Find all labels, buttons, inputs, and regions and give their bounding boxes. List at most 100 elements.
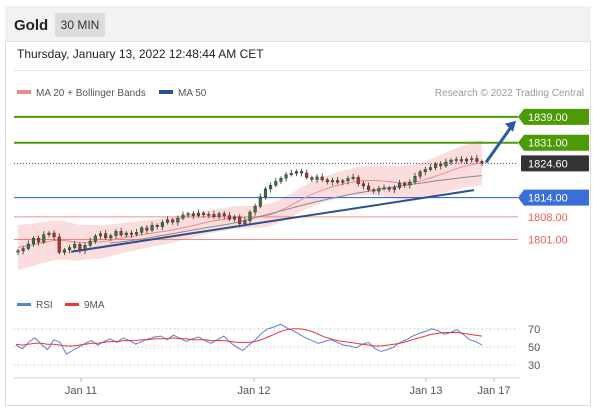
resistance-label-1: 1831.00	[528, 138, 568, 150]
candle-body	[150, 225, 154, 231]
candle-body	[42, 234, 46, 243]
candle-body	[104, 233, 108, 239]
candle-body	[26, 243, 30, 249]
ma50-legend-label: MA 50	[178, 88, 207, 99]
candle-body	[310, 177, 314, 180]
candle-body	[114, 231, 118, 236]
rsi-tick-30: 30	[528, 360, 540, 372]
candle-body	[284, 174, 288, 179]
ma20-legend-swatch	[17, 90, 31, 94]
candle-body	[459, 159, 463, 162]
candle-body	[47, 232, 51, 235]
candle-body	[449, 159, 453, 163]
candle-body	[470, 158, 474, 160]
candle-body	[202, 212, 206, 215]
time-tick-label-0: Jan 11	[65, 385, 97, 397]
ma50-legend-swatch	[159, 90, 173, 94]
candle-body	[325, 179, 329, 183]
candle-body	[439, 163, 443, 167]
support-label-4: 1808.00	[528, 212, 568, 224]
candle-body	[176, 217, 180, 223]
instrument-title: Gold	[14, 17, 49, 34]
candle-body	[68, 247, 72, 251]
candle-body	[274, 181, 278, 186]
candle-body	[109, 235, 113, 239]
candle-body	[98, 233, 103, 237]
candle-body	[341, 180, 345, 183]
candle-body	[392, 187, 396, 190]
candle-body	[181, 214, 185, 219]
time-tick-label-1: Jan 12	[237, 385, 270, 397]
candle-body	[207, 214, 211, 216]
candle-body	[408, 181, 412, 186]
candle-body	[258, 196, 262, 207]
forecast-arrow-head	[505, 120, 516, 132]
candle-body	[212, 214, 216, 217]
candle-body	[444, 161, 448, 167]
candle-body	[300, 171, 304, 174]
candle-body	[336, 180, 340, 183]
ma9-legend-swatch	[65, 303, 79, 306]
candle-body	[248, 211, 252, 222]
rsi-layer: 70 50 30	[14, 323, 540, 372]
bollinger-band	[18, 140, 482, 271]
candle-body	[351, 176, 355, 179]
candle-body	[196, 212, 200, 216]
candle-body	[305, 172, 309, 178]
candle-body	[57, 236, 61, 253]
ma50-line	[109, 175, 483, 244]
header-divider	[14, 70, 589, 71]
candle-body	[330, 180, 335, 183]
candle-body	[464, 158, 469, 162]
candle-body	[243, 220, 247, 224]
candle-body	[222, 213, 226, 216]
candle-body	[346, 178, 350, 182]
candle-body	[294, 171, 298, 174]
rsi-legend-swatch	[17, 303, 31, 306]
candle-body	[62, 249, 66, 253]
rsi-ma-line	[15, 328, 483, 347]
price-layer: 1839.00 1831.00 1824.60 1814.00 1808.00 1801.…	[14, 108, 589, 271]
support-trendline	[71, 189, 475, 253]
rsi-tick-70: 70	[528, 324, 540, 336]
candle-body	[475, 158, 479, 162]
candle-body	[160, 222, 164, 227]
candle-body	[418, 171, 422, 177]
last-price-tag	[521, 155, 589, 172]
candle-body	[263, 188, 268, 198]
datetime-label: Thursday, January 13, 2022 12:48:44 AM C…	[17, 47, 264, 61]
candle-body	[413, 176, 417, 183]
research-credit: Research © 2022 Trading Central	[435, 88, 584, 99]
candle-body	[289, 173, 293, 175]
resistance-tag-0	[518, 108, 589, 125]
candle-body	[253, 206, 257, 213]
candle-body	[124, 232, 128, 236]
candle-body	[269, 185, 273, 190]
candle-body	[73, 244, 77, 248]
candle-body	[372, 189, 376, 192]
candle-body	[320, 176, 324, 181]
candle-body	[135, 232, 139, 235]
candle-body	[31, 237, 36, 245]
candle-body	[428, 167, 432, 170]
candle-body	[232, 216, 237, 220]
candle-body	[227, 215, 231, 220]
candle-body	[387, 187, 391, 190]
resistance-label-0: 1839.00	[528, 112, 568, 124]
candle-body	[279, 177, 283, 182]
timeframe-button[interactable]: 30 MIN	[55, 13, 105, 37]
resistance-tag-1	[518, 134, 589, 151]
candle-body	[403, 183, 407, 186]
candle-body	[315, 176, 319, 180]
time-tick-label-3: Jan 17	[477, 385, 510, 397]
candle-body	[434, 163, 438, 168]
time-axis: Jan 11 Jan 12 Jan 13 Jan 17	[65, 378, 511, 397]
candle-body	[382, 187, 386, 190]
candle-body	[16, 250, 20, 253]
candle-body	[356, 176, 360, 184]
candle-body	[165, 219, 170, 223]
last-price-label: 1824.60	[528, 158, 568, 170]
candle-body	[140, 227, 144, 233]
candle-body	[480, 161, 484, 164]
candle-body	[21, 248, 25, 252]
